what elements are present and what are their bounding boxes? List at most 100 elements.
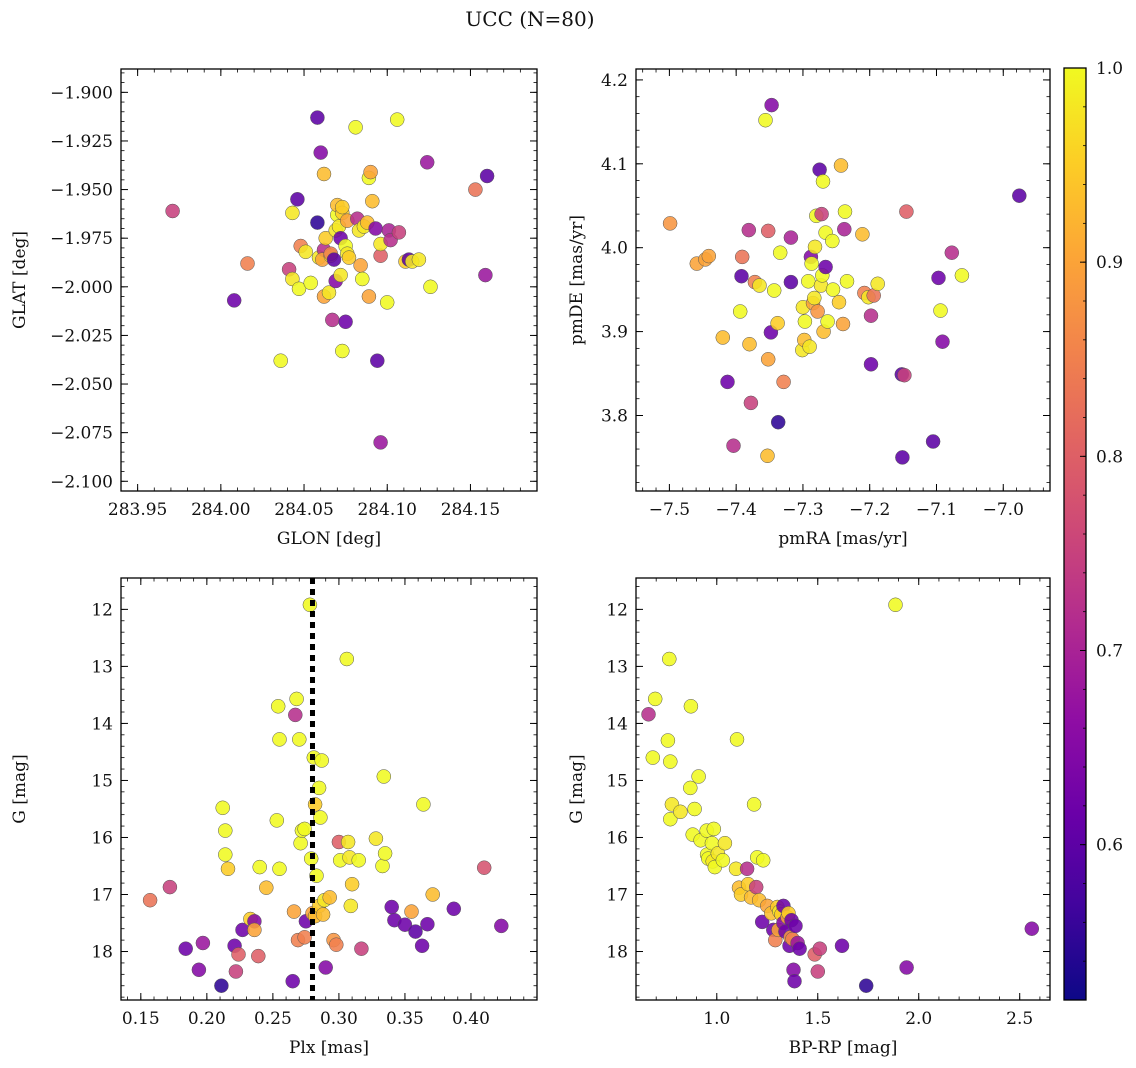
- data-point: [754, 914, 770, 930]
- y-tick-label: −1.925: [50, 132, 113, 152]
- data-point: [663, 811, 678, 827]
- data-point: [687, 801, 702, 817]
- y-tick-label: 3.9: [601, 323, 628, 343]
- data-point: [743, 395, 759, 411]
- data-point: [286, 904, 302, 919]
- data-point: [318, 230, 333, 246]
- y-tick-label: 16: [606, 828, 628, 848]
- y-axis-label: G [mag]: [567, 754, 587, 823]
- data-point: [783, 274, 799, 290]
- data-point: [715, 330, 731, 345]
- data-point: [746, 797, 762, 812]
- panel-4: 1.0 1.5 2.0 2.5 12 13 14 15 16 17 18 BP-RP [mag] G […: [567, 577, 1051, 1058]
- y-tick-label: 18: [606, 943, 628, 963]
- data-point: [734, 268, 749, 284]
- data-point: [322, 890, 337, 905]
- x-tick-label: 1.0: [703, 1009, 730, 1029]
- y-tick-label: −1.950: [50, 181, 113, 201]
- x-tick-label: 1.5: [804, 1009, 831, 1029]
- data-point: [764, 97, 779, 113]
- data-point: [691, 769, 706, 784]
- data-point: [479, 168, 495, 184]
- data-point: [739, 861, 755, 877]
- data-point: [787, 973, 802, 989]
- data-point: [807, 239, 823, 255]
- data-point: [240, 256, 255, 271]
- data-point: [494, 918, 509, 934]
- data-point: [363, 164, 378, 180]
- y-tick-label: 4.1: [601, 155, 628, 175]
- y-tick-label: −2.000: [50, 278, 113, 298]
- data-point: [647, 691, 663, 707]
- data-point: [814, 206, 829, 222]
- data-point: [935, 334, 950, 349]
- data-point: [863, 357, 879, 372]
- panel-1: 283.95 284.00 284.05 284.10 284.15 −2.100 −2.0…: [10, 68, 538, 549]
- data-point: [1012, 188, 1027, 203]
- x-tick-label: 0.30: [320, 1009, 358, 1029]
- data-point: [810, 304, 825, 319]
- x-tick-label: 0.40: [452, 1009, 490, 1029]
- data-point: [373, 435, 388, 450]
- data-point: [351, 853, 366, 868]
- x-tick-label: 0.15: [122, 1009, 160, 1029]
- y-tick-label: 3.8: [601, 406, 628, 426]
- y-tick-label: 13: [91, 657, 113, 677]
- colorbar-tick-label: 0.7: [1096, 642, 1123, 662]
- data-point: [354, 941, 369, 956]
- y-tick-label: −1.975: [50, 229, 113, 249]
- y-tick-label: 12: [606, 600, 628, 620]
- data-point: [870, 276, 885, 292]
- data-point: [446, 901, 462, 917]
- x-axis-label: GLON [deg]: [277, 529, 381, 549]
- data-point: [863, 308, 879, 323]
- data-point: [825, 282, 841, 297]
- data-point: [772, 245, 788, 260]
- data-point: [368, 831, 384, 846]
- y-tick-label: 15: [606, 771, 628, 791]
- data-point: [231, 947, 246, 962]
- colorbar: 0.6 0.7 0.8 0.9 1.0: [1063, 59, 1123, 1001]
- data-point: [834, 938, 850, 954]
- data-point: [314, 753, 329, 768]
- data-point: [343, 898, 359, 914]
- data-point: [683, 780, 698, 796]
- data-point: [717, 835, 733, 851]
- data-point: [758, 112, 773, 128]
- y-tick-label: 14: [606, 714, 628, 734]
- colorbar-gradient: [1064, 68, 1086, 1000]
- data-point: [298, 244, 313, 260]
- data-point: [226, 293, 242, 308]
- data-point: [228, 964, 244, 979]
- data-point: [318, 960, 333, 975]
- data-point: [770, 315, 785, 331]
- data-point: [804, 256, 819, 271]
- y-axis-label: GLAT [deg]: [10, 231, 30, 329]
- y-axis-label: G [mag]: [10, 754, 30, 823]
- data-point: [766, 283, 782, 298]
- data-point: [801, 274, 816, 289]
- data-point: [297, 930, 312, 945]
- data-point: [313, 145, 328, 160]
- data-point: [734, 249, 750, 265]
- data-point: [218, 847, 233, 862]
- data-point: [732, 304, 748, 319]
- colorbar-tick-label: 1.0: [1096, 59, 1123, 79]
- x-tick-label: 284.15: [441, 500, 500, 520]
- y-tick-label: 12: [91, 600, 113, 620]
- y-tick-label: 16: [91, 828, 113, 848]
- data-point: [353, 258, 368, 273]
- data-point: [269, 813, 285, 828]
- data-point: [310, 110, 325, 125]
- y-tick-label: −1.900: [50, 83, 113, 103]
- x-tick-label: 284.00: [191, 500, 250, 520]
- data-point: [726, 438, 741, 453]
- x-tick-label: −7.5: [649, 500, 690, 520]
- y-tick-label: 18: [91, 943, 113, 963]
- x-tick-label: 0.25: [254, 1009, 292, 1029]
- x-tick-label: −7.3: [782, 500, 823, 520]
- data-point: [348, 120, 363, 135]
- data-point: [375, 858, 390, 874]
- colorbar-tick-label: 0.6: [1096, 836, 1123, 856]
